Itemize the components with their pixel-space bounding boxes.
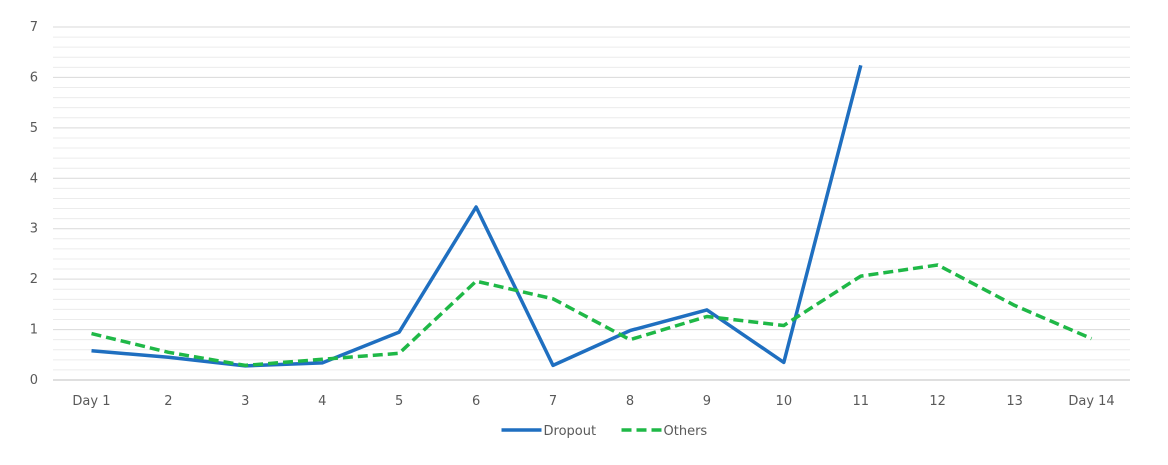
legend-label-dropout: Dropout (544, 424, 597, 439)
x-tick-label: 7 (549, 394, 557, 409)
gridlines (53, 26, 1130, 371)
y-tick-label: 1 (30, 323, 38, 338)
x-tick-label: 2 (164, 394, 172, 409)
y-tick-label: 2 (30, 272, 38, 287)
y-tick-label: 7 (30, 20, 38, 35)
x-tick-label: 6 (472, 394, 480, 409)
x-tick-label: Day 1 (72, 394, 110, 409)
y-tick-label: 5 (30, 121, 38, 136)
y-tick-label: 0 (30, 373, 38, 388)
y-tick-label: 6 (30, 70, 38, 85)
y-tick-label: 4 (30, 171, 38, 186)
series-line-others (91, 263, 1093, 368)
legend: Dropout Others (501, 424, 708, 439)
x-tick-label: 4 (318, 394, 326, 409)
legend-label-others: Others (664, 424, 708, 439)
x-tick-label: 10 (776, 394, 793, 409)
y-tick-label: 3 (30, 222, 38, 237)
x-tick-label: 12 (929, 394, 946, 409)
x-tick-label: 3 (241, 394, 249, 409)
x-tick-label: 13 (1006, 394, 1023, 409)
x-tick-label: 11 (852, 394, 869, 409)
x-tick-label: 5 (395, 394, 403, 409)
series-line-dropout (91, 64, 863, 368)
x-tick-label: Day 14 (1068, 394, 1114, 409)
x-tick-label: 8 (626, 394, 634, 409)
x-tick-label: 9 (703, 394, 711, 409)
series-lines (91, 64, 1093, 368)
